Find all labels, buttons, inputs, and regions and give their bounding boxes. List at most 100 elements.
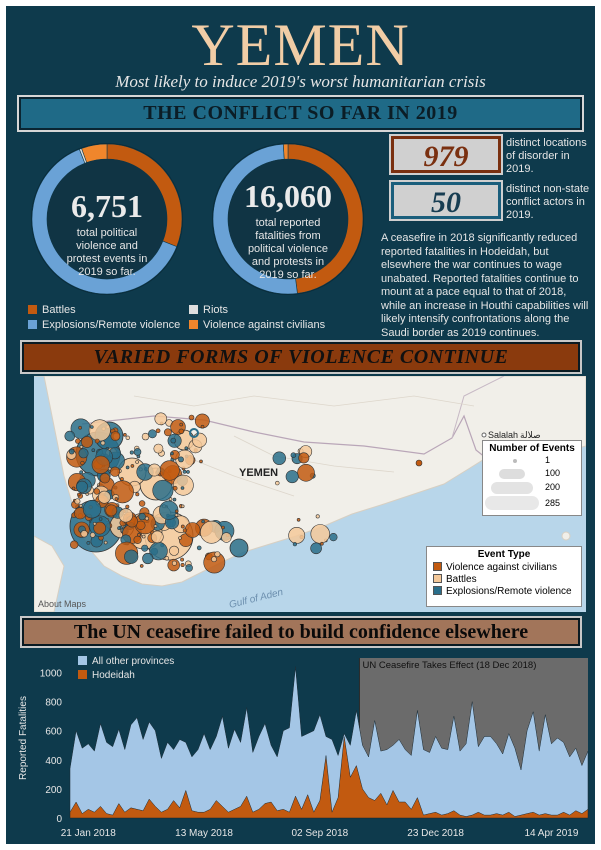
fatalities-caption-line: political violence: [247, 243, 329, 255]
fatalities-total-value: 16,060: [244, 178, 332, 214]
event-bubble: [77, 492, 81, 497]
sea-label: Gulf of Aden: [228, 587, 285, 611]
y-tick-label: 600: [45, 727, 62, 738]
event-bubble: [171, 560, 177, 566]
chart-legend-label: All other provinces: [92, 656, 174, 667]
event-bubble: [178, 536, 182, 540]
event-bubble: [114, 497, 119, 501]
event-bubble: [144, 516, 149, 521]
event-bubble: [180, 557, 185, 562]
event-bubble: [92, 522, 97, 526]
y-tick-label: 200: [45, 785, 62, 796]
event-bubble: [130, 464, 135, 468]
event-bubble: [139, 564, 144, 568]
x-tick-label: 23 Dec 2018: [407, 828, 464, 839]
infographic-page: YEMEN Most likely to induce 2019's worst…: [6, 6, 595, 844]
event-bubble: [118, 508, 133, 523]
stat-label-line: distinct locations: [506, 137, 587, 149]
event-bubble: [80, 460, 85, 466]
size-legend-label: 100: [545, 468, 561, 478]
island: [561, 531, 571, 541]
event-bubble: [200, 424, 205, 429]
event-bubble: [117, 526, 122, 531]
city-marker: [481, 432, 487, 438]
event-bubble: [174, 513, 179, 517]
event-bubble: [148, 429, 157, 439]
event-bubble: [182, 469, 187, 474]
ceasefire-annotation: UN Ceasefire Takes Effect (18 Dec 2018): [362, 660, 536, 671]
event-bubble: [154, 412, 168, 426]
event-bubble: [120, 477, 124, 481]
stat-label-line: conflict actors in: [506, 196, 585, 208]
event-bubble: [64, 430, 76, 442]
type-legend-swatch: [433, 574, 442, 583]
type-legend-item: Explosions/Remote violence: [433, 586, 581, 597]
event-bubble: [180, 504, 185, 509]
x-tick-label: 02 Sep 2018: [291, 828, 348, 839]
type-legend-item: Violence against civilians: [433, 562, 581, 573]
fatalities-caption-line: fatalities from: [255, 230, 321, 242]
map-canvas: YEMEN Salalah صلالة Gulf of Aden About M…: [34, 376, 586, 612]
event-bubble: [214, 551, 221, 558]
stat-actors-value: 50: [431, 186, 461, 219]
horn-of-africa-land: [34, 535, 65, 612]
chart-legend-label: Hodeidah: [92, 670, 135, 681]
fatalities-donut-slice: [282, 143, 289, 160]
size-legend-dot: [491, 482, 533, 494]
stat-actors-box: 50: [389, 180, 503, 221]
event-bubble: [148, 463, 161, 477]
event-bubble: [123, 432, 127, 437]
event-type-legend: Event Type Violence against civilians Ba…: [426, 546, 582, 607]
fatalities-area-chart: 0 200 400 600 800 1000 Reported Fatalities 21 J…: [6, 646, 595, 844]
event-bubble: [292, 542, 298, 547]
event-bubble: [93, 488, 100, 495]
event-bubble: [153, 524, 158, 528]
country-label: YEMEN: [239, 467, 278, 479]
event-bubble: [174, 509, 179, 514]
event-bubble: [180, 486, 185, 490]
event-bubble: [185, 564, 193, 572]
section-heading-text: VARIED FORMS OF VIOLENCE CONTINUE: [93, 346, 509, 368]
event-bubble: [320, 541, 324, 546]
event-bubble: [297, 464, 315, 482]
event-bubble: [178, 428, 185, 434]
fatalities-caption-line: 2019 so far.: [259, 269, 317, 281]
events-caption-line: total political: [76, 227, 138, 239]
fatalities-caption-line: and protests in: [251, 256, 325, 268]
event-bubble: [188, 414, 195, 421]
event-bubble: [81, 436, 93, 448]
event-bubble: [141, 534, 146, 539]
event-bubble: [78, 425, 82, 430]
event-bubble: [201, 519, 205, 524]
event-bubble: [180, 524, 185, 529]
x-tick-label: 21 Jan 2018: [61, 828, 116, 839]
size-legend: Number of Events 1 100 200 285: [482, 440, 582, 516]
donut-legend-violence-civilians: Violence against civilians: [189, 319, 325, 331]
event-bubble: [211, 556, 217, 563]
event-bubble: [179, 422, 183, 427]
event-bubble: [109, 466, 121, 477]
event-bubbles: [64, 412, 423, 574]
event-bubble: [159, 460, 180, 481]
event-bubble: [94, 438, 100, 444]
event-bubble: [68, 448, 75, 455]
event-bubble: [170, 437, 177, 444]
legend-label: Violence against civilians: [203, 319, 326, 331]
event-bubble: [69, 540, 79, 549]
legend-label: Battles: [42, 304, 76, 316]
section-heading-violence: VARIED FORMS OF VIOLENCE CONTINUE: [20, 340, 582, 374]
legend-swatch: [189, 305, 198, 314]
event-bubble: [100, 440, 106, 446]
event-bubble: [105, 504, 118, 517]
legend-swatch: [28, 320, 37, 329]
event-map[interactable]: YEMEN Salalah صلالة Gulf of Aden About M…: [34, 376, 586, 612]
legend-label: Explosions/Remote violence: [42, 319, 181, 331]
main-title: YEMEN: [191, 12, 410, 78]
stat-label-line: distinct non-state: [506, 183, 590, 195]
event-bubble: [172, 485, 178, 491]
donut-legend-explosions: Explosions/Remote violence: [28, 319, 180, 331]
donut-legend-battles: Battles: [28, 304, 76, 316]
y-tick-label: 800: [45, 698, 62, 709]
event-bubble: [103, 540, 108, 545]
event-bubble: [93, 521, 106, 535]
